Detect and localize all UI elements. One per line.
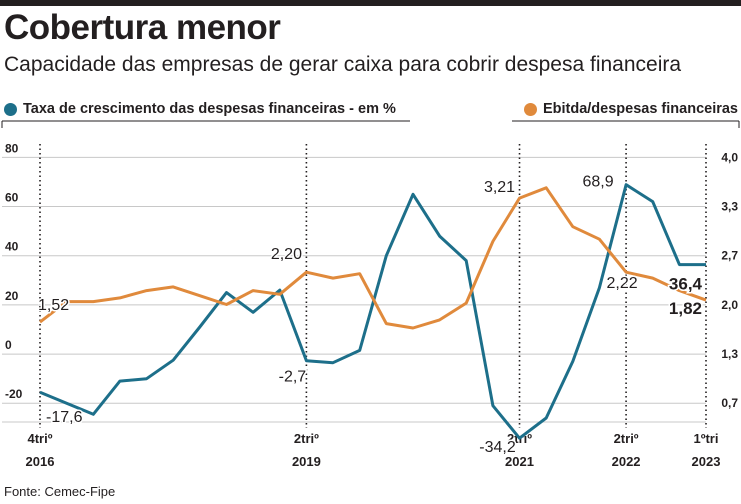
y-left-tick-label: -20 (5, 387, 23, 401)
chart-subtitle: Capacidade das empresas de gerar caixa p… (4, 53, 682, 76)
legend-right-label: Ebitda/despesas financeiras (542, 101, 738, 117)
teal-dot-icon (4, 102, 17, 116)
source-note: Fonte: Cemec-Fipe (4, 484, 116, 499)
y-right-tick-label: 2,7 (721, 249, 738, 263)
series-line-teal (39, 183, 706, 440)
data-label: 36,4 (669, 275, 703, 294)
x-period-label-year: 2023 (692, 454, 721, 469)
y-left-tick-label: 80 (5, 141, 19, 155)
y-right-tick-label: 0,7 (721, 396, 738, 410)
orange-dot-icon (523, 102, 537, 116)
data-label: 2,20 (271, 246, 302, 263)
data-label: -2,7 (279, 369, 307, 386)
legend-right: Ebitda/despesas financeiras (523, 101, 738, 117)
data-label: 3,21 (484, 179, 515, 196)
y-left-tick-label: 0 (5, 338, 12, 352)
y-right-tick-label: 4,0 (721, 150, 738, 164)
x-period-label-year: 2021 (505, 454, 534, 469)
legend-left-label: Taxa de crescimento das despesas finance… (23, 101, 396, 117)
x-period-label-year: 2016 (26, 454, 55, 469)
y-right-tick-label: 2,0 (721, 298, 738, 312)
data-label: 2,22 (607, 275, 638, 292)
y-left-tick-label: 40 (5, 240, 19, 254)
data-label: 1,82 (669, 299, 702, 318)
y-right-tick-label: 3,3 (721, 200, 738, 214)
y-left-tick-label: 20 (5, 289, 19, 303)
x-period-label-top: 4triº (28, 431, 53, 446)
legend-left: Taxa de crescimento das despesas finance… (4, 101, 396, 117)
data-label: 1,52 (38, 297, 69, 314)
data-label: 68,9 (583, 174, 614, 191)
top-rule (0, 0, 741, 6)
x-period-label-year: 2019 (292, 454, 321, 469)
x-period-label-top: 2triº (614, 431, 639, 446)
x-period-label-top: 2triº (294, 431, 319, 446)
y-left-tick-label: 60 (5, 191, 19, 205)
data-label: -17,6 (46, 409, 83, 426)
y-right-tick-label: 1,3 (721, 347, 738, 361)
chart-title: Cobertura menor (4, 8, 281, 47)
x-period-label-year: 2022 (612, 454, 641, 469)
data-label: -34,2 (479, 439, 516, 456)
series-line-orange (39, 186, 707, 330)
x-period-label-top: 1ºtri (694, 431, 719, 446)
